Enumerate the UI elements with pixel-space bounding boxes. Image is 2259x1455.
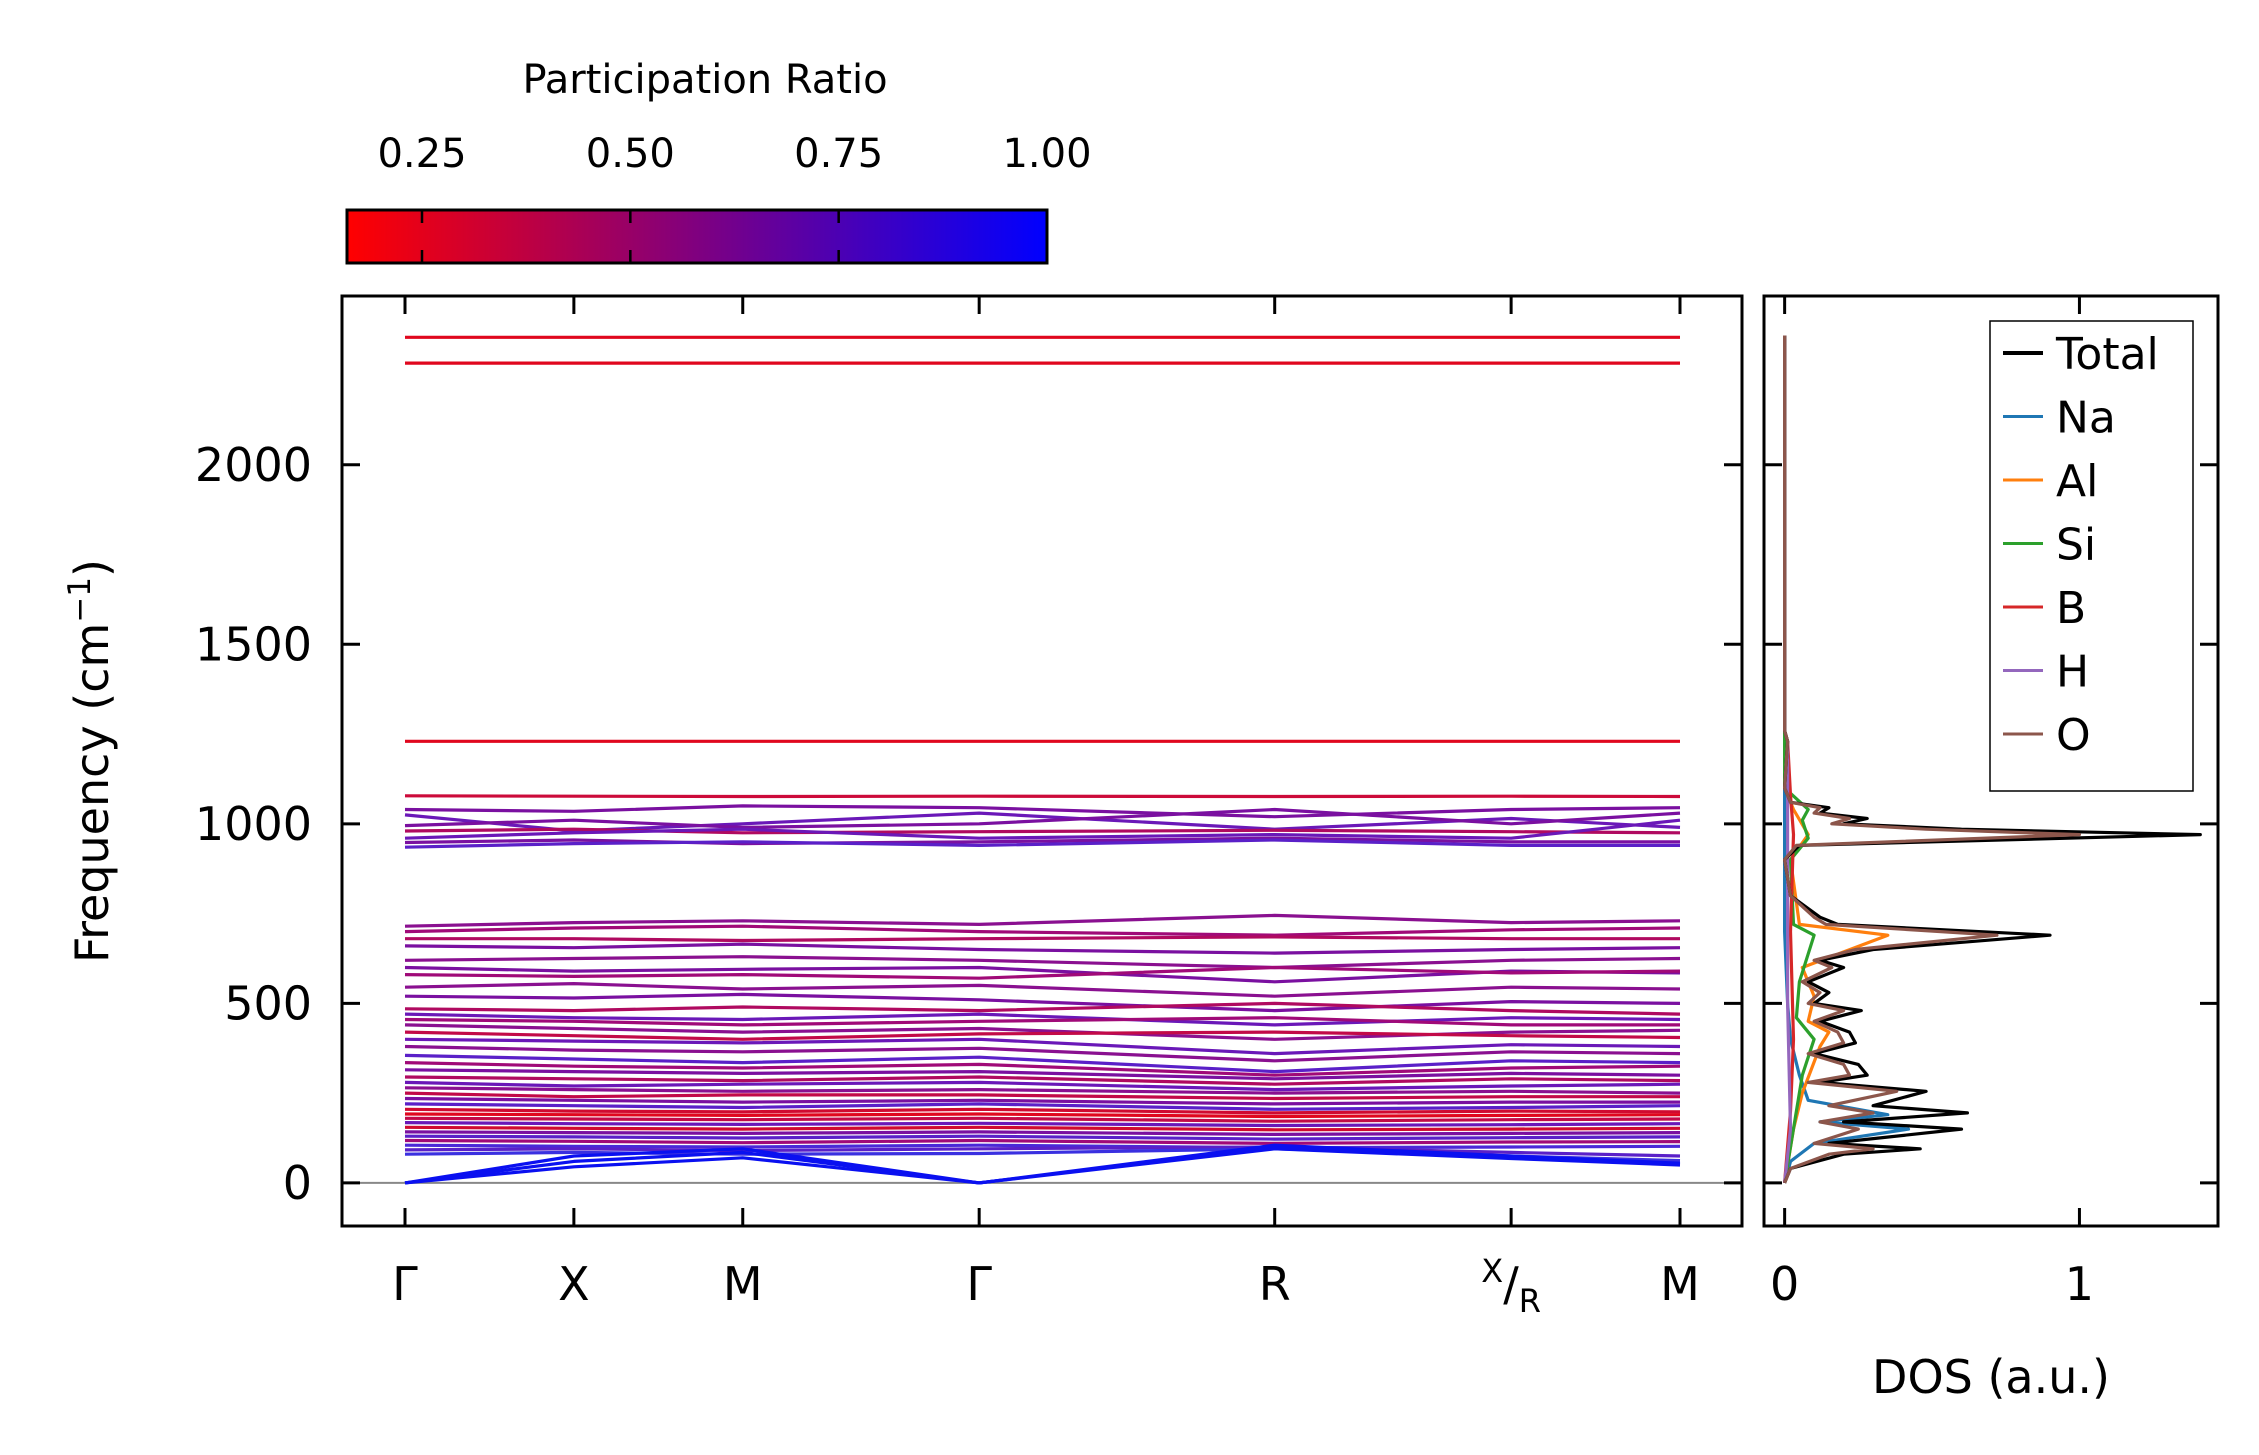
dos-line-al <box>1782 335 1890 1184</box>
band-line <box>404 1044 1681 1063</box>
band-line <box>404 942 1681 955</box>
band-line <box>404 1086 1681 1095</box>
dos-legend: Total Na Al Si BHO <box>1989 320 2194 792</box>
colorbar-gradient <box>345 208 1049 265</box>
x-tick-label: Γ <box>966 1257 992 1311</box>
band-line <box>404 981 1681 998</box>
legend-label: Si <box>2056 520 2096 571</box>
legend-label: B <box>2056 583 2086 634</box>
x-tick-label: X/R <box>1481 1252 1541 1320</box>
dos-line-total <box>1782 335 2202 1184</box>
y-tick-label: 500 <box>224 976 312 1030</box>
x-tick-label-slash: / <box>1503 1257 1519 1311</box>
band-line <box>404 1102 1681 1111</box>
band-plot-frame <box>340 294 1744 1228</box>
dos-x-tick-label: 0 <box>1770 1257 1799 1311</box>
band-line <box>404 1125 1681 1132</box>
legend-label: O <box>2056 710 2091 761</box>
x-tick-label: X <box>558 1257 590 1311</box>
band-line <box>404 1053 1681 1074</box>
y-tick-label: 1500 <box>195 617 312 671</box>
y-axis-label-exponent: −1 <box>62 577 98 623</box>
band-line <box>404 836 1680 846</box>
band-line <box>404 818 1681 840</box>
band-line <box>404 1016 1680 1027</box>
dos-x-tick-label: 1 <box>2065 1257 2094 1311</box>
band-line <box>405 935 1680 943</box>
band-line <box>404 1145 1681 1158</box>
x-tick-label: Γ <box>392 1257 418 1311</box>
band-line <box>404 1061 1681 1077</box>
colorbar-tick-label: 0.75 <box>794 131 883 177</box>
band-line <box>404 992 1681 1013</box>
x-tick-label-sub: R <box>1519 1282 1541 1320</box>
band-line <box>404 1030 1681 1041</box>
colorbar-title: Participation Ratio <box>522 57 887 103</box>
band-line <box>404 804 1681 819</box>
band-line <box>404 838 1680 849</box>
colorbar-tick-label: 1.00 <box>1002 131 1091 177</box>
legend-label: Total <box>2055 329 2159 380</box>
colorbar-tick-label: 0.50 <box>586 131 675 177</box>
band-line <box>404 1037 1681 1056</box>
y-axis-label: Frequency (cm−1) <box>62 559 119 963</box>
band-line <box>404 1112 1681 1119</box>
colorbar: Participation Ratio 0.25 0.50 0.75 1.00 <box>345 57 1092 265</box>
dos-line-o <box>1782 335 2081 1184</box>
x-tick-label-sup: X <box>1481 1252 1503 1290</box>
band-lines <box>404 335 1681 1185</box>
band-line <box>404 924 1681 937</box>
dos-lines <box>1782 335 2202 1184</box>
band-line <box>404 1075 1681 1086</box>
band-line <box>404 1080 1681 1092</box>
band-line <box>404 1130 1681 1137</box>
y-axis-label-main: Frequency (cm <box>65 623 119 963</box>
y-tick-label: 0 <box>283 1156 312 1210</box>
legend-items: Total Na Al Si BHO <box>2003 329 2159 761</box>
y-axis-label-close: ) <box>65 559 119 577</box>
band-line <box>404 965 1681 980</box>
legend-label: Na <box>2056 393 2116 444</box>
legend-label: Al <box>2056 456 2098 507</box>
x-tick-label: M <box>723 1257 763 1311</box>
band-line <box>404 1023 1681 1041</box>
band-line <box>404 1012 1681 1027</box>
band-line <box>404 1116 1681 1123</box>
dos-plot-frame <box>1762 294 2220 1228</box>
legend-label: H <box>2056 647 2089 698</box>
band-line <box>404 913 1681 928</box>
dos-line-si <box>1782 335 1816 1184</box>
band-line <box>404 955 1681 970</box>
band-line <box>404 1068 1681 1081</box>
band-line <box>404 1096 1680 1106</box>
colorbar-ticks: 0.25 0.50 0.75 1.00 <box>377 131 1092 263</box>
band-line <box>404 1147 1681 1185</box>
band-line <box>404 1134 1681 1141</box>
y-tick-label: 1000 <box>195 797 312 851</box>
band-line <box>404 811 1681 833</box>
band-line <box>404 1091 1680 1101</box>
colorbar-tick-label: 0.25 <box>377 131 466 177</box>
band-line <box>404 1001 1681 1016</box>
band-line <box>404 827 1681 835</box>
x-tick-label: R <box>1259 1257 1291 1311</box>
band-line <box>404 1107 1681 1115</box>
band-line <box>404 1138 1681 1146</box>
band-line <box>404 807 1681 830</box>
band-line <box>404 1143 1681 1150</box>
dos-line-na <box>1782 335 1911 1184</box>
band-line <box>404 1121 1681 1128</box>
band-line <box>404 794 1681 799</box>
y-tick-label: 2000 <box>195 438 312 492</box>
dos-x-axis-label: DOS (a.u.) <box>1872 1350 2110 1404</box>
x-tick-label: M <box>1660 1257 1700 1311</box>
band-line <box>404 965 1681 984</box>
legend-frame <box>1989 320 2194 792</box>
